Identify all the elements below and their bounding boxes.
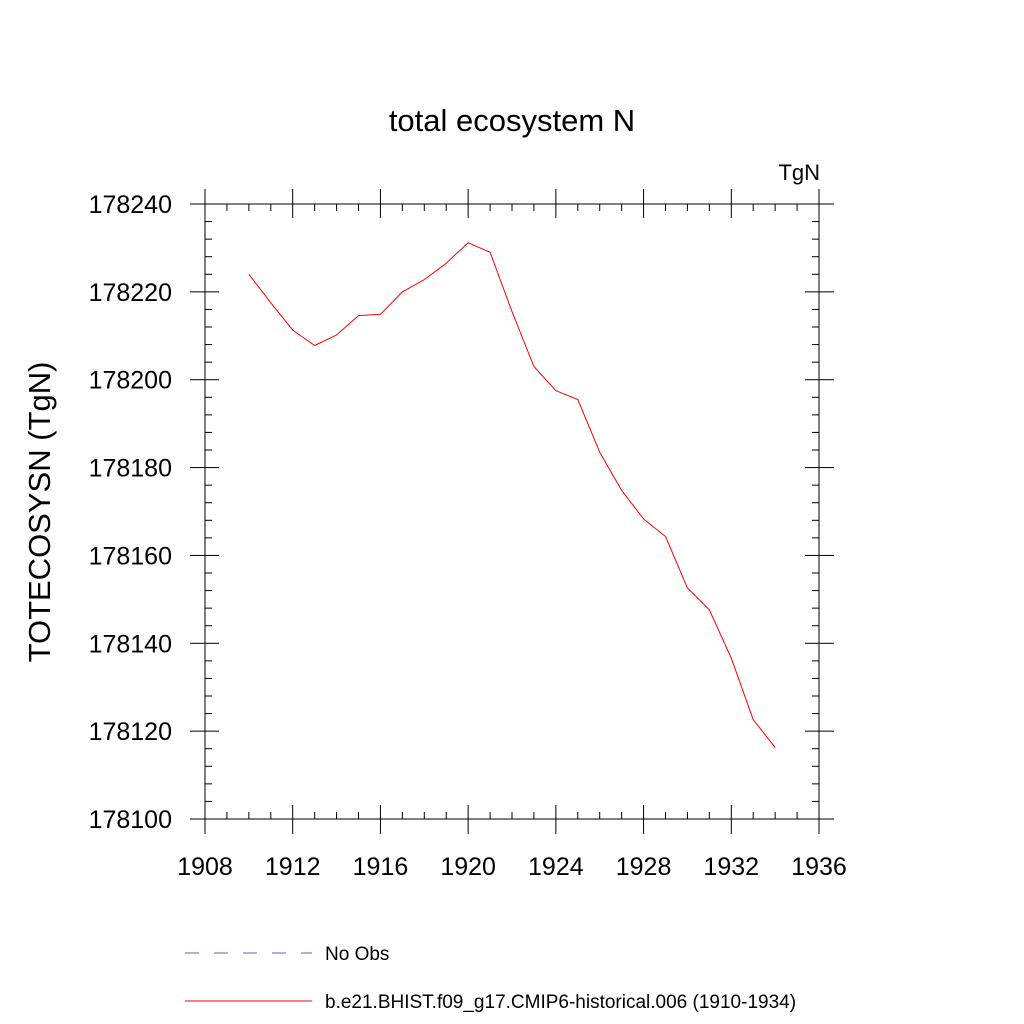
plot-frame bbox=[204, 203, 820, 820]
x-tick-label: 1924 bbox=[528, 853, 584, 881]
x-tick-label: 1928 bbox=[616, 853, 672, 881]
chart-title: total ecosystem N bbox=[389, 103, 635, 138]
x-tick-label: 1916 bbox=[353, 853, 409, 881]
y-tick-label: 178240 bbox=[89, 191, 172, 219]
x-tick-label: 1932 bbox=[703, 853, 759, 881]
x-tick-label: 1912 bbox=[265, 853, 321, 881]
x-tick-label: 1936 bbox=[791, 853, 847, 881]
y-tick-label: 178120 bbox=[89, 718, 172, 746]
legend-label: b.e21.BHIST.f09_g17.CMIP6-historical.006… bbox=[325, 992, 796, 1013]
x-tick-label: 1908 bbox=[177, 853, 233, 881]
y-tick-label: 178200 bbox=[89, 367, 172, 395]
x-tick-label: 1920 bbox=[440, 853, 496, 881]
tick-labels: 1908 1912 1916 1920 1924 1928 1932 1936 178100 17… bbox=[89, 191, 847, 881]
y-tick-label: 178160 bbox=[89, 542, 172, 570]
y-tick-label: 178100 bbox=[89, 806, 172, 834]
legend-label: No Obs bbox=[325, 944, 389, 965]
y-tick-label: 178180 bbox=[89, 455, 172, 483]
axis-ticks bbox=[190, 189, 834, 834]
y-tick-label: 178140 bbox=[89, 630, 172, 658]
series-line bbox=[248, 242, 776, 748]
y-axis-label: TOTECOSYSN (TgN) bbox=[22, 362, 57, 663]
series-layer bbox=[248, 242, 776, 748]
y-tick-label: 178220 bbox=[89, 279, 172, 307]
legend: No Obs b.e21.BHIST.f09_g17.CMIP6-historic… bbox=[185, 944, 796, 1013]
units-label: TgN bbox=[778, 160, 820, 185]
